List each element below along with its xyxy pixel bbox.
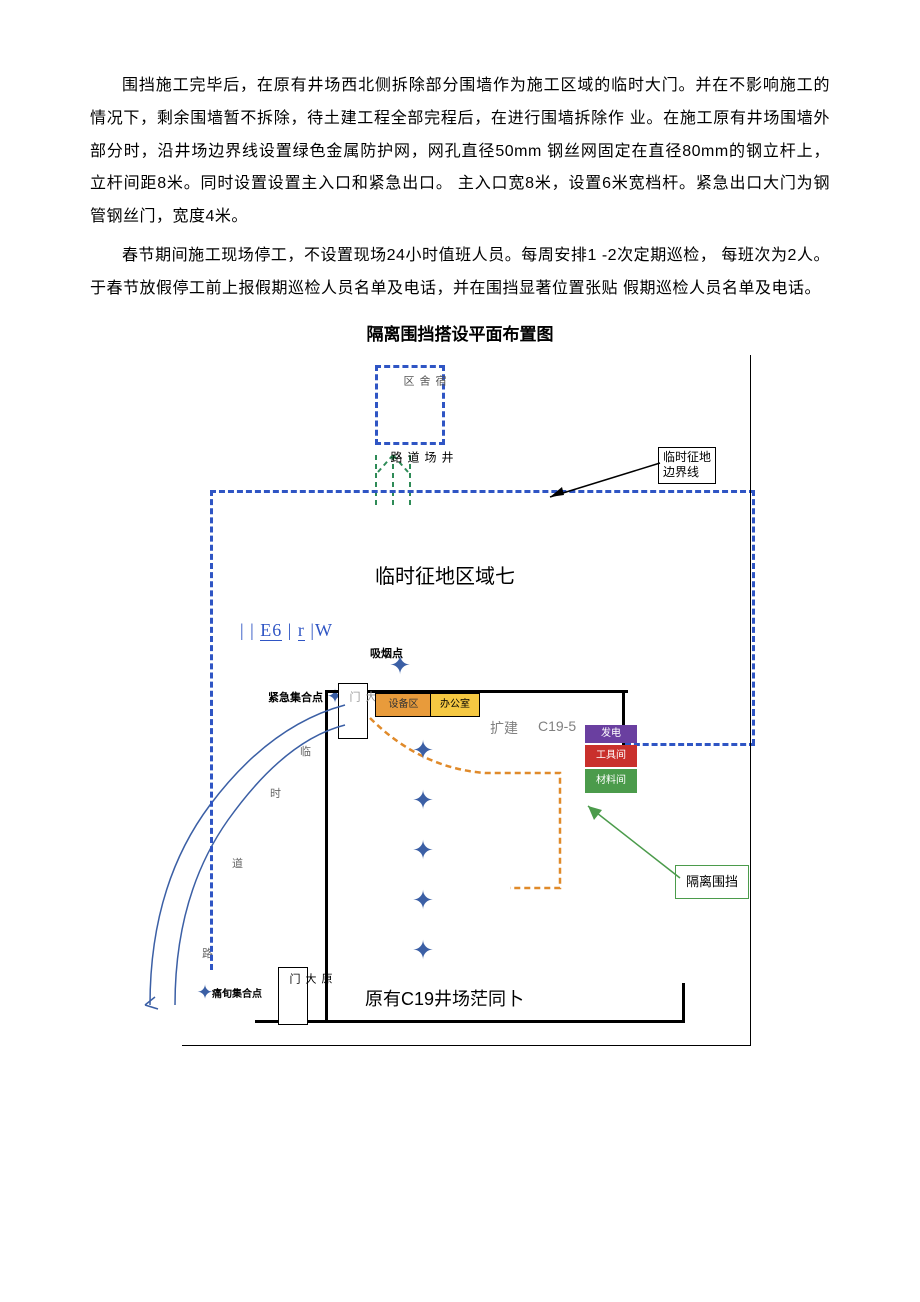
paragraph-1: 围挡施工完毕后，在原有井场西北侧拆除部分围墙作为施工区域的临时大门。并在不影响施… bbox=[90, 70, 830, 234]
figure-title: 隔离围挡搭设平面布置图 bbox=[90, 320, 830, 345]
boundary-right-ext bbox=[752, 710, 755, 745]
paragraph-2: 春节期间施工现场停工，不设置现场24小时值班人员。每周安排1 -2次定期巡检， … bbox=[90, 240, 830, 306]
site-plan-diagram: 宿 舍 区 井 场 道 路 临时征地 边界线 临时征地区域七 | | E6 | … bbox=[140, 355, 780, 1075]
diagram-frame-bottom bbox=[182, 355, 751, 1046]
